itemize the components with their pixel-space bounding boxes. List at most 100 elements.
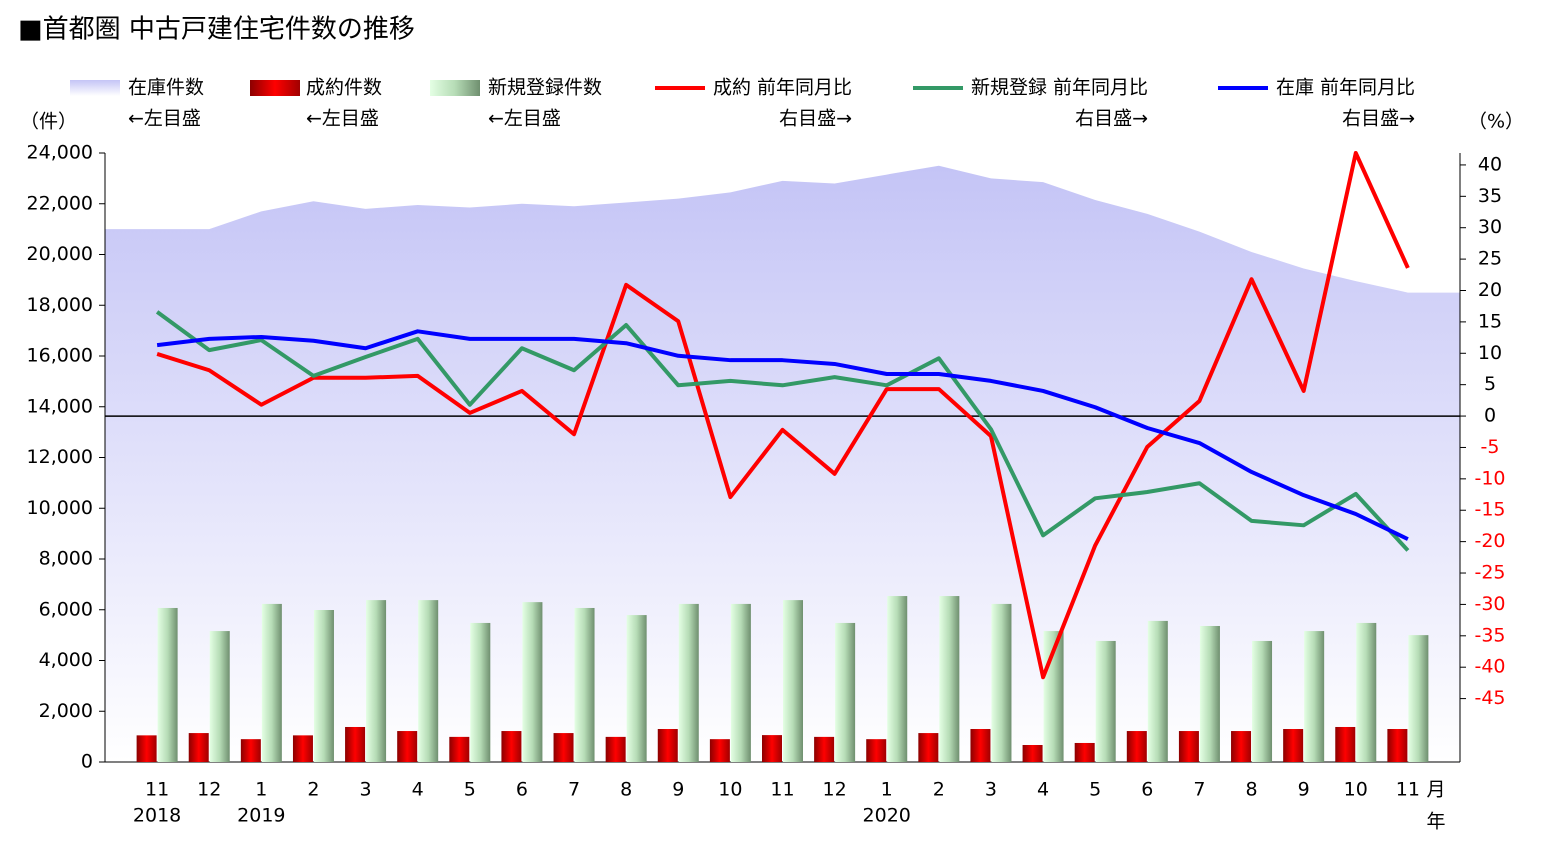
x-tick-label: 8 xyxy=(1245,779,1257,801)
y2-tick-label: 0 xyxy=(1484,405,1496,427)
x-month-unit: 月 xyxy=(1426,779,1445,801)
y-axis-label: （件） xyxy=(20,111,77,133)
y-tick-label: 10,000 xyxy=(27,497,93,519)
bar xyxy=(240,739,261,762)
y2-tick-label: -25 xyxy=(1474,562,1505,584)
x-year-label: 2018 xyxy=(133,805,181,827)
bar xyxy=(1356,622,1377,762)
y2-tick-label: 20 xyxy=(1478,279,1502,301)
legend-label: 新規登録件数 xyxy=(488,77,602,99)
bar xyxy=(783,600,803,762)
chart-title: ■首都圏 中古戸建住宅件数の推移 xyxy=(18,15,415,45)
bar xyxy=(1283,729,1304,762)
x-year-label: 2019 xyxy=(237,805,285,827)
x-year-unit: 年 xyxy=(1426,811,1445,833)
bar xyxy=(261,603,282,762)
x-tick-label: 9 xyxy=(672,779,684,801)
bar xyxy=(730,603,751,762)
x-tick-label: 4 xyxy=(412,779,424,801)
bar xyxy=(470,622,491,762)
y-tick-label: 0 xyxy=(81,751,93,773)
bar xyxy=(678,603,699,762)
x-tick-label: 2 xyxy=(933,779,945,801)
bar xyxy=(345,726,366,762)
bar xyxy=(991,603,1012,762)
bar xyxy=(1387,729,1408,762)
x-tick-label: 5 xyxy=(464,779,476,801)
bar xyxy=(209,631,230,762)
legend-label: 在庫件数 xyxy=(128,77,204,99)
y-tick-label: 20,000 xyxy=(27,243,93,265)
bar xyxy=(762,735,782,762)
y2-tick-label: -5 xyxy=(1481,436,1500,458)
x-tick-label: 3 xyxy=(985,779,997,801)
bar xyxy=(835,622,856,762)
legend-label: 在庫 前年同月比 xyxy=(1276,77,1415,99)
y2-tick-label: 10 xyxy=(1478,342,1502,364)
y2-tick-label: -10 xyxy=(1474,467,1505,489)
bar xyxy=(1199,625,1220,762)
legend-note: ←左目盛 xyxy=(128,108,201,130)
y2-tick-label: 5 xyxy=(1484,373,1496,395)
y2-tick-label: 40 xyxy=(1478,153,1502,175)
bar xyxy=(397,731,418,762)
area-layer xyxy=(105,165,1460,762)
bar xyxy=(939,596,960,762)
bar xyxy=(657,729,678,762)
bar xyxy=(887,596,908,762)
legend-label: 成約件数 xyxy=(306,77,382,99)
bar xyxy=(574,607,595,762)
line-layer xyxy=(105,151,1460,680)
y-tick-label: 4,000 xyxy=(39,649,93,671)
line xyxy=(155,310,1410,552)
bar xyxy=(366,600,387,762)
y-tick-label: 8,000 xyxy=(39,548,93,570)
y-tick-label: 16,000 xyxy=(27,345,93,367)
bar xyxy=(814,736,835,762)
x-tick-label: 2 xyxy=(307,779,319,801)
bar-layer xyxy=(136,596,1429,762)
bar xyxy=(1126,731,1147,762)
legend-note: 右目盛→ xyxy=(1075,108,1148,130)
y-tick-label: 22,000 xyxy=(27,192,93,214)
bar xyxy=(188,733,209,762)
legend-label: 成約 前年同月比 xyxy=(713,77,852,99)
x-tick-label: 1 xyxy=(255,779,267,801)
x-tick-label: 10 xyxy=(718,779,742,801)
y2-tick-label: 15 xyxy=(1478,310,1502,332)
y2-tick-label: -20 xyxy=(1474,530,1505,552)
y2-tick-label: 25 xyxy=(1478,248,1502,270)
bar xyxy=(1304,631,1325,762)
y2-tick-label: -45 xyxy=(1474,687,1505,709)
bar xyxy=(1074,742,1095,762)
x-tick-label: 7 xyxy=(1193,779,1205,801)
y-tick-label: 14,000 xyxy=(27,395,93,417)
y2-tick-label: -30 xyxy=(1474,593,1505,615)
legend-note: ←左目盛 xyxy=(306,108,379,130)
x-tick-label: 7 xyxy=(568,779,580,801)
bar xyxy=(1231,731,1252,762)
x-tick-label: 11 xyxy=(145,779,169,801)
bar xyxy=(709,739,730,762)
bar xyxy=(553,733,574,762)
bar xyxy=(136,735,157,762)
y2-tick-label: -35 xyxy=(1474,624,1505,646)
bar xyxy=(449,736,470,762)
x-tick-label: 12 xyxy=(823,779,847,801)
bar xyxy=(292,735,313,762)
x-tick-label: 5 xyxy=(1089,779,1101,801)
x-tick-label: 8 xyxy=(620,779,632,801)
bar xyxy=(1178,731,1199,762)
y-tick-label: 2,000 xyxy=(39,700,93,722)
legend-label: 新規登録 前年同月比 xyxy=(971,77,1148,99)
x-tick-label: 11 xyxy=(770,779,794,801)
legend-note: ←左目盛 xyxy=(488,108,561,130)
x-tick-label: 1 xyxy=(881,779,893,801)
x-tick-label: 10 xyxy=(1344,779,1368,801)
legend-swatch xyxy=(250,80,300,96)
bar xyxy=(626,615,647,762)
bar xyxy=(1022,744,1043,762)
bar xyxy=(418,600,439,762)
x-tick-label: 4 xyxy=(1037,779,1049,801)
bar xyxy=(1335,726,1356,762)
